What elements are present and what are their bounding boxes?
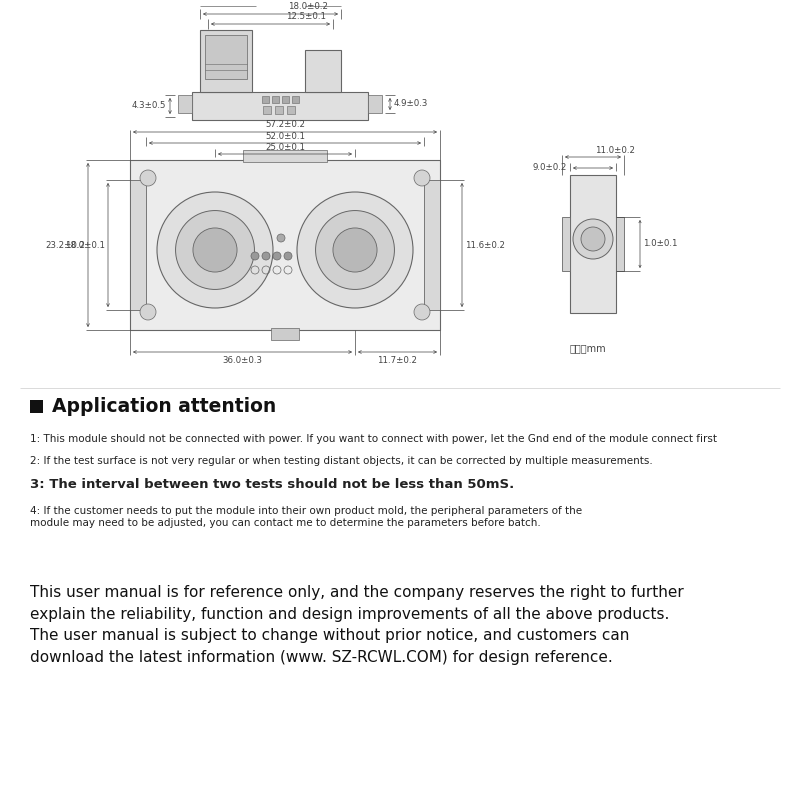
Text: 11.7±0.2: 11.7±0.2 bbox=[377, 356, 417, 365]
Bar bbox=[272, 96, 279, 103]
Circle shape bbox=[140, 304, 156, 320]
Circle shape bbox=[193, 228, 237, 272]
Circle shape bbox=[157, 192, 273, 308]
Bar bbox=[130, 160, 440, 330]
Circle shape bbox=[297, 192, 413, 308]
Bar bbox=[263, 106, 271, 114]
Text: 57.2±0.2: 57.2±0.2 bbox=[265, 120, 305, 129]
Circle shape bbox=[573, 219, 613, 259]
Text: 36.0±0.3: 36.0±0.3 bbox=[222, 356, 262, 365]
Text: 2: If the test surface is not very regular or when testing distant objects, it c: 2: If the test surface is not very regul… bbox=[30, 456, 653, 466]
Bar bbox=[271, 328, 299, 340]
Circle shape bbox=[333, 228, 377, 272]
Text: 11.0±0.2: 11.0±0.2 bbox=[595, 146, 635, 155]
Text: 23.2±0.2: 23.2±0.2 bbox=[45, 241, 85, 250]
Bar bbox=[243, 150, 327, 162]
Bar bbox=[200, 30, 252, 92]
Text: 4.3±0.5: 4.3±0.5 bbox=[131, 102, 166, 110]
Text: 18.0±0.2: 18.0±0.2 bbox=[289, 2, 329, 11]
Circle shape bbox=[262, 252, 270, 260]
Text: 11.6±0.2: 11.6±0.2 bbox=[465, 241, 505, 250]
Circle shape bbox=[414, 304, 430, 320]
Circle shape bbox=[414, 170, 430, 186]
Text: This user manual is for reference only, and the company reserves the right to fu: This user manual is for reference only, … bbox=[30, 585, 684, 665]
Bar bbox=[192, 92, 368, 120]
Text: 52.0±0.1: 52.0±0.1 bbox=[265, 132, 305, 141]
Text: 1.0±0.1: 1.0±0.1 bbox=[643, 239, 678, 249]
Circle shape bbox=[277, 234, 285, 242]
Bar bbox=[570, 175, 616, 313]
Bar bbox=[424, 180, 440, 310]
Circle shape bbox=[140, 170, 156, 186]
Circle shape bbox=[284, 252, 292, 260]
Bar bbox=[616, 217, 624, 271]
Text: 25.0±0.1: 25.0±0.1 bbox=[265, 143, 305, 152]
Circle shape bbox=[175, 210, 254, 290]
Bar bbox=[178, 95, 192, 113]
Circle shape bbox=[273, 252, 281, 260]
Bar bbox=[130, 180, 146, 310]
Text: 4: If the customer needs to put the module into their own product mold, the peri: 4: If the customer needs to put the modu… bbox=[30, 506, 582, 528]
Bar bbox=[305, 50, 341, 92]
Text: 单位：mm: 单位：mm bbox=[570, 343, 606, 353]
Bar bbox=[282, 96, 289, 103]
Bar bbox=[562, 217, 570, 271]
Circle shape bbox=[581, 227, 605, 251]
Circle shape bbox=[315, 210, 394, 290]
Text: 12.5±0.1: 12.5±0.1 bbox=[286, 12, 326, 21]
Circle shape bbox=[251, 252, 259, 260]
Text: 4.9±0.3: 4.9±0.3 bbox=[394, 99, 428, 109]
Bar bbox=[292, 96, 299, 103]
Text: 3: The interval between two tests should not be less than 50mS.: 3: The interval between two tests should… bbox=[30, 478, 514, 491]
Text: Application attention: Application attention bbox=[52, 397, 276, 416]
Text: 1: This module should not be connected with power. If you want to connect with p: 1: This module should not be connected w… bbox=[30, 434, 717, 444]
Bar bbox=[368, 95, 382, 113]
Text: 18.0±0.1: 18.0±0.1 bbox=[65, 241, 105, 250]
Bar bbox=[262, 96, 269, 103]
Text: 9.0±0.2: 9.0±0.2 bbox=[533, 163, 567, 173]
Bar bbox=[287, 106, 295, 114]
Bar bbox=[30, 400, 43, 413]
Bar bbox=[205, 35, 247, 79]
Bar bbox=[275, 106, 283, 114]
